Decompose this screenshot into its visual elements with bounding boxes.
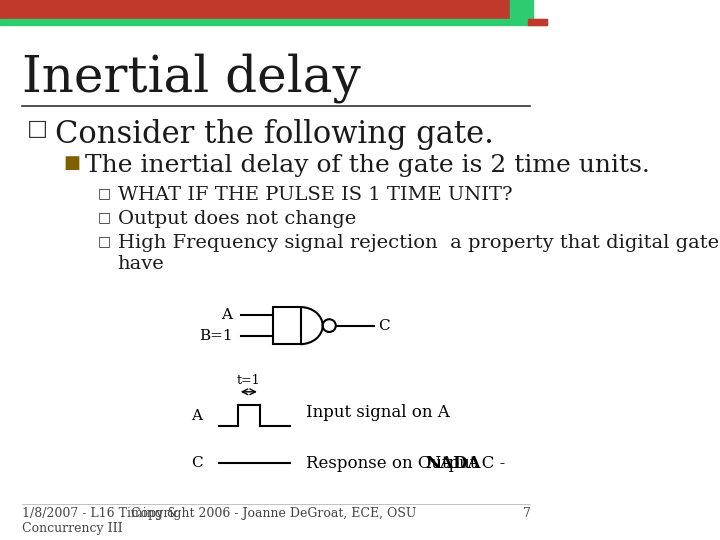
Text: 1/8/2007 - L16 Timing &
Concurrency III: 1/8/2007 - L16 Timing & Concurrency III (22, 507, 178, 535)
Text: □: □ (97, 234, 110, 248)
Text: WHAT IF THE PULSE IS 1 TIME UNIT?: WHAT IF THE PULSE IS 1 TIME UNIT? (117, 186, 512, 204)
Text: C: C (379, 319, 390, 333)
Text: NADA: NADA (426, 455, 481, 472)
Text: Copyright 2006 - Joanne DeGroat, ECE, OSU: Copyright 2006 - Joanne DeGroat, ECE, OS… (131, 507, 416, 520)
Bar (0, 0, 510, 20)
Text: Response on Output C -: Response on Output C - (306, 455, 510, 472)
Text: High Frequency signal rejection  a property that digital gates
have: High Frequency signal rejection a proper… (117, 234, 720, 273)
Text: Consider the following gate.: Consider the following gate. (55, 119, 494, 150)
Bar (510, 0, 533, 20)
Bar (274, 307, 300, 344)
Text: The inertial delay of the gate is 2 time units.: The inertial delay of the gate is 2 time… (85, 153, 649, 177)
Text: B=1: B=1 (199, 329, 233, 343)
Text: 7: 7 (523, 507, 531, 520)
Bar (0, 18, 547, 25)
Text: A: A (192, 409, 202, 423)
Text: A: A (222, 308, 233, 322)
Bar (528, 18, 547, 25)
Text: □: □ (27, 119, 48, 139)
Text: C: C (191, 456, 202, 470)
Text: Input signal on A: Input signal on A (306, 404, 450, 422)
Text: ■: ■ (63, 153, 80, 172)
Text: Inertial delay: Inertial delay (22, 53, 361, 103)
Text: □: □ (97, 186, 110, 200)
Text: t=1: t=1 (237, 374, 261, 387)
Text: □: □ (97, 210, 110, 224)
Text: Output does not change: Output does not change (117, 210, 356, 228)
